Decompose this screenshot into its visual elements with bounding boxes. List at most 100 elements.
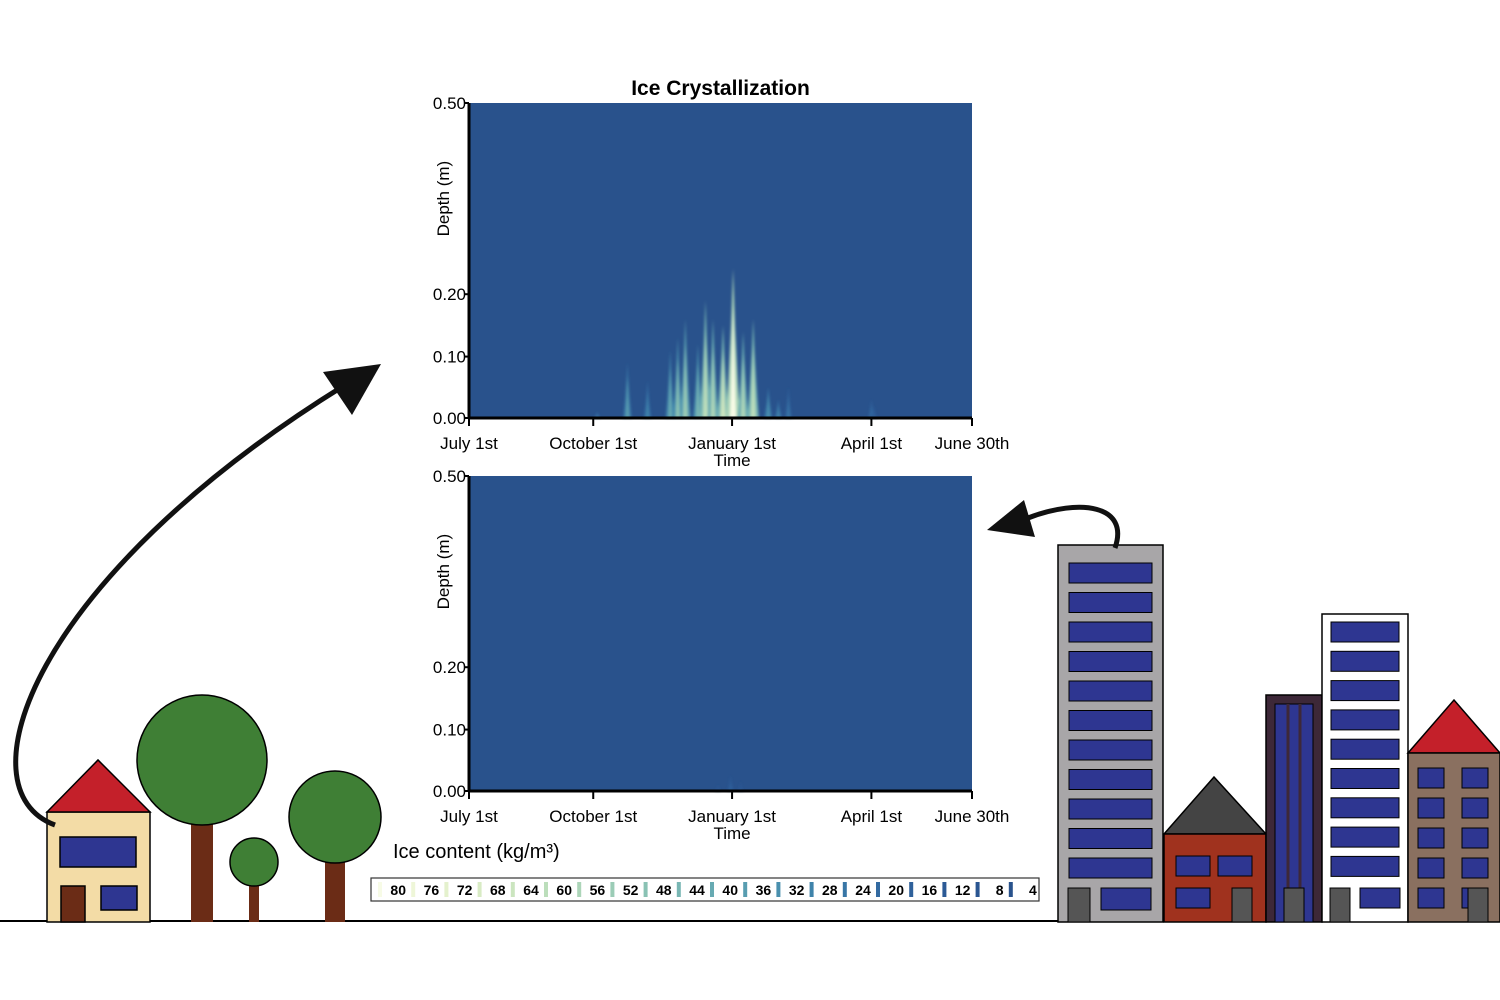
legend-value: 60 [556, 882, 572, 898]
tower-door [1067, 887, 1091, 923]
heatmap-background [469, 476, 972, 791]
house-door [60, 885, 86, 923]
brown-building-window [1461, 797, 1489, 819]
legend-value: 28 [822, 882, 838, 898]
house-window-top [59, 836, 137, 868]
legend-swatch [411, 882, 416, 897]
x-tick-label: June 30th [935, 807, 1010, 826]
legend-value: 8 [996, 882, 1004, 898]
legend-value: 16 [922, 882, 938, 898]
legend-swatch [577, 882, 582, 897]
ice-peak-core [710, 343, 716, 418]
tree-trunk [325, 855, 345, 922]
x-tick-label: October 1st [549, 434, 637, 453]
legend-swatch [510, 882, 515, 897]
arrow-tower-to-bottom-chart [1027, 504, 1121, 549]
ice-peak-core [668, 367, 673, 418]
ice-peak-core [766, 394, 771, 418]
ice-peak-core [682, 343, 688, 418]
ice-peak-core [776, 404, 781, 418]
tree-trunk [191, 810, 213, 922]
y-tick-label: 0.20 [433, 658, 466, 677]
legend-value: 72 [457, 882, 473, 898]
ice-peak-core [625, 376, 630, 418]
building-purple [1265, 694, 1323, 923]
house-window-small [100, 885, 138, 911]
building-white [1321, 613, 1409, 923]
legend-value: 44 [689, 882, 705, 898]
brown-building-window [1417, 827, 1445, 849]
legend-swatch [743, 882, 748, 897]
brown-building-window [1417, 797, 1445, 819]
x-axis-label: Time [713, 824, 750, 843]
legend-value: 56 [590, 882, 606, 898]
tower-window [1068, 739, 1153, 761]
legend-title: Ice content (kg/m³) [393, 841, 560, 863]
tower-window [1068, 621, 1153, 643]
legend-swatch [710, 882, 714, 897]
legend-box [370, 877, 1040, 902]
x-tick-label: April 1st [841, 434, 903, 453]
legend-swatch [909, 882, 914, 897]
legend-value: 52 [623, 882, 639, 898]
legend-swatch [544, 882, 548, 897]
arrow-house-to-top-chart [13, 382, 347, 828]
tower-window [1068, 680, 1153, 702]
ice-peak-core [786, 394, 790, 418]
ice-peak-core [695, 362, 701, 418]
tower-window [1068, 857, 1153, 879]
y-tick-label: 0.00 [433, 409, 466, 428]
x-tick-label: January 1st [688, 434, 776, 453]
tree-medium [288, 770, 382, 922]
tree-trunk [249, 880, 259, 922]
heatmap-panel-1: Ice Crystallization 0.00 0.10 0.20 0.50 Depth… [433, 77, 1009, 470]
white-building-window [1330, 768, 1400, 789]
x-axis-label: Time [713, 451, 750, 470]
x-tick-label: April 1st [841, 807, 903, 826]
ice-peak-core [702, 329, 708, 418]
legend-swatch [477, 882, 482, 897]
legend-swatch [942, 882, 947, 897]
ice-peaks [593, 268, 877, 418]
legend-value: 4 [1029, 882, 1037, 898]
brown-building-window [1417, 887, 1445, 909]
legend-value: 12 [955, 882, 971, 898]
legend-value: 64 [523, 882, 539, 898]
tree-large [136, 694, 268, 922]
white-building-window [1330, 797, 1400, 819]
ice-peak-core [729, 306, 737, 418]
legend-value: 36 [756, 882, 772, 898]
legend-swatch [776, 882, 781, 897]
brown-building-window [1417, 857, 1445, 879]
legend-value: 68 [490, 882, 506, 898]
ice-peak-core [872, 408, 876, 418]
legend-value: 32 [789, 882, 805, 898]
heatmap-panel-2: 0.00 0.10 0.20 0.50 Depth (m) July 1st October… [433, 467, 1009, 843]
building-brown-roof [1406, 698, 1500, 754]
legend-value: 20 [888, 882, 904, 898]
legend-value: 48 [656, 882, 672, 898]
tree-crown [229, 837, 279, 887]
tower-window [1068, 798, 1153, 820]
chart-title: Ice Crystallization [631, 77, 810, 100]
legend-swatch [610, 882, 615, 897]
white-building-window [1330, 709, 1400, 731]
legend-value: 24 [855, 882, 871, 898]
x-tick-label: October 1st [549, 807, 637, 826]
legend-swatch [378, 882, 382, 897]
tree-small [229, 837, 279, 922]
building-red [1162, 775, 1268, 923]
legend-value: 40 [722, 882, 738, 898]
ice-peak-core [740, 353, 746, 418]
tree-crown [288, 770, 382, 864]
brown-building-window [1417, 767, 1445, 789]
house-left [45, 758, 152, 923]
legend-swatch [842, 882, 847, 897]
ice-peak-core [750, 343, 756, 418]
heatmap-background [469, 103, 972, 418]
x-tick-label: July 1st [440, 807, 498, 826]
legend-swatch [643, 882, 648, 897]
y-tick-label: 0.20 [433, 285, 466, 304]
y-axis-label: Depth (m) [434, 161, 453, 237]
tower-window [1068, 828, 1153, 849]
